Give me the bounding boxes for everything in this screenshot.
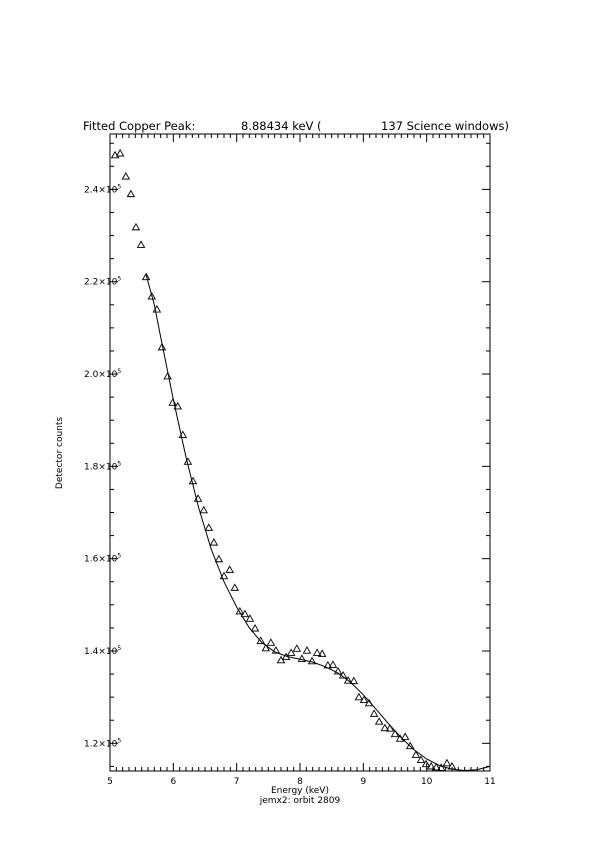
data-point-triangle (302, 646, 312, 654)
data-point-triangle (121, 172, 131, 180)
data-point-triangle (328, 660, 338, 668)
data-point-triangle (131, 222, 141, 231)
y-tick-label: 1.4×105 (84, 645, 121, 657)
data-point-triangle (256, 636, 266, 644)
data-point-triangle (354, 692, 364, 701)
data-point-triangle (317, 649, 327, 657)
data-point-triangle (286, 648, 296, 656)
title-energy: 8.88434 keV ( (241, 119, 322, 133)
data-point-triangle (390, 729, 400, 738)
title-windows: 137 Science windows) (381, 119, 509, 133)
data-point-triangle (261, 643, 271, 652)
x-tick-label: 7 (234, 777, 240, 787)
y-axis-label: Detector counts (55, 417, 65, 489)
y-tick-label: 2.0×105 (84, 368, 121, 380)
plot-frame (109, 133, 491, 772)
data-point-triangle (411, 750, 421, 758)
data-point-triangle (431, 762, 441, 771)
data-point-triangle (369, 709, 379, 717)
x-tick-label: 10 (421, 777, 433, 787)
data-point-triangle (157, 342, 167, 351)
y-tick-label: 2.4×105 (84, 183, 121, 195)
data-point-triangle (271, 646, 281, 654)
chart-caption: jemx2: orbit 2809 (259, 796, 341, 806)
data-point-triangle (426, 761, 436, 770)
data-point-triangle (168, 398, 177, 406)
data-point-triangle (442, 758, 452, 767)
data-point-triangle (359, 695, 369, 703)
data-point-triangle (281, 652, 291, 661)
data-point-triangle (338, 671, 348, 679)
data-point-triangle (333, 666, 343, 675)
data-point-triangle (219, 571, 229, 580)
data-point-triangle (380, 723, 390, 732)
data-point-triangle (400, 732, 410, 740)
data-point-triangle (173, 401, 183, 410)
data-point-triangle (115, 148, 125, 157)
data-point-triangle (183, 457, 193, 465)
data-point-triangle (178, 430, 188, 439)
data-point-triangle (447, 761, 457, 770)
data-point-triangle (199, 505, 209, 514)
y-tick-label: 1.2×105 (84, 737, 121, 749)
x-tick-label: 6 (170, 777, 176, 787)
data-point-triangle (405, 741, 415, 750)
axis-ticks (109, 134, 491, 771)
data-point-triangle (364, 698, 374, 707)
y-tick-label: 1.6×105 (84, 553, 121, 565)
data-point-triangle (188, 476, 198, 485)
data-point-triangle (374, 717, 384, 725)
chart-title: Fitted Copper Peak: 8.88434 keV ( 137 Sc… (83, 119, 509, 133)
data-point-triangle (436, 763, 446, 771)
data-point-triangle (225, 565, 234, 573)
data-point-triangle (230, 583, 240, 591)
fit-curve (145, 274, 491, 772)
x-tick-label: 9 (360, 777, 366, 787)
data-point-triangle (147, 292, 157, 300)
x-tick-labels: 5 6 7 8 9 10 11 (107, 777, 496, 787)
data-point-triangle (250, 623, 260, 632)
data-point-triangle (204, 523, 214, 531)
data-point-triangle (266, 638, 276, 646)
data-point-triangle (245, 614, 255, 622)
data-point-triangle (214, 554, 224, 563)
data-point-triangle (209, 538, 219, 546)
data-point-triangle (307, 656, 317, 665)
data-point-triangle (126, 189, 136, 198)
data-point-triangle (343, 676, 353, 684)
y-tick-labels: 1.2×105 1.4×105 1.6×105 1.8×105 2.0×105 2.2×1… (84, 183, 121, 749)
data-point-triangle (240, 609, 250, 618)
data-point-triangle (416, 755, 426, 763)
data-point-triangle (235, 606, 245, 615)
y-tick-label: 1.8×105 (84, 460, 121, 472)
data-point-triangle (163, 371, 172, 380)
data-points (110, 148, 457, 771)
data-point-triangle (323, 660, 333, 669)
data-point-triangle (297, 654, 307, 662)
data-point-triangle (312, 648, 322, 656)
data-point-triangle (193, 494, 203, 502)
data-point-triangle (292, 644, 302, 652)
y-tick-label: 2.2×105 (84, 276, 121, 288)
data-point-triangle (421, 759, 431, 768)
data-point-triangle (136, 240, 146, 248)
x-tick-label: 8 (297, 777, 303, 787)
x-tick-label: 5 (107, 777, 113, 787)
data-point-triangle (152, 304, 162, 313)
data-point-triangle (349, 676, 359, 685)
data-point-triangle (385, 724, 395, 732)
x-tick-label: 11 (484, 777, 495, 787)
data-point-triangle (141, 272, 151, 281)
x-axis-label: Energy (keV) (271, 786, 329, 796)
title-prefix: Fitted Copper Peak: (83, 119, 195, 133)
